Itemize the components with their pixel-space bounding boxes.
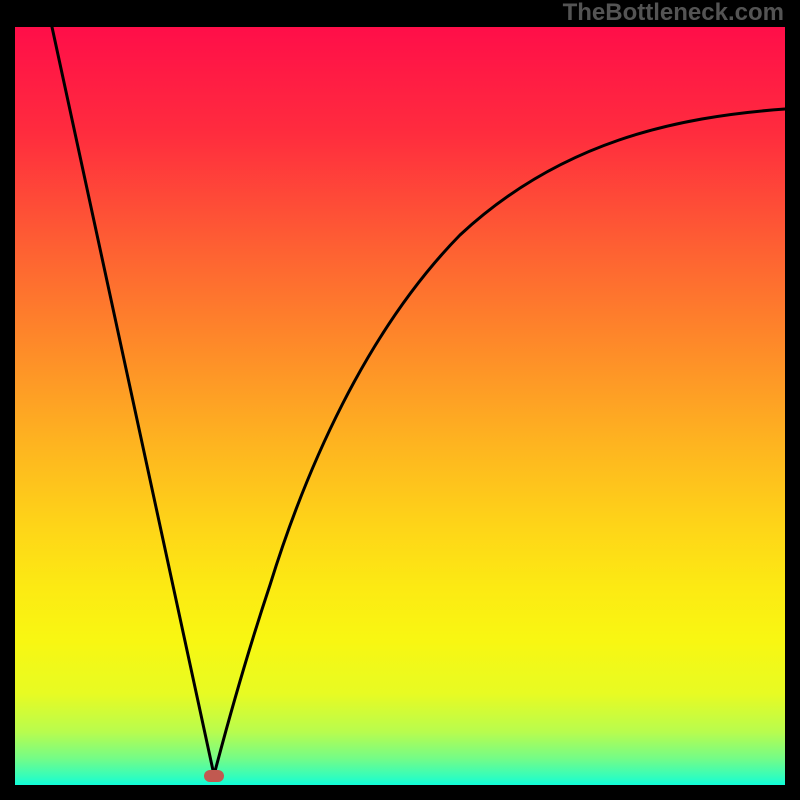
watermark-text: TheBottleneck.com <box>563 1 784 25</box>
chart-frame: TheBottleneck.com <box>0 0 800 800</box>
plot-area <box>15 27 785 785</box>
bottleneck-curve <box>15 27 785 785</box>
minimum-marker <box>204 770 224 782</box>
